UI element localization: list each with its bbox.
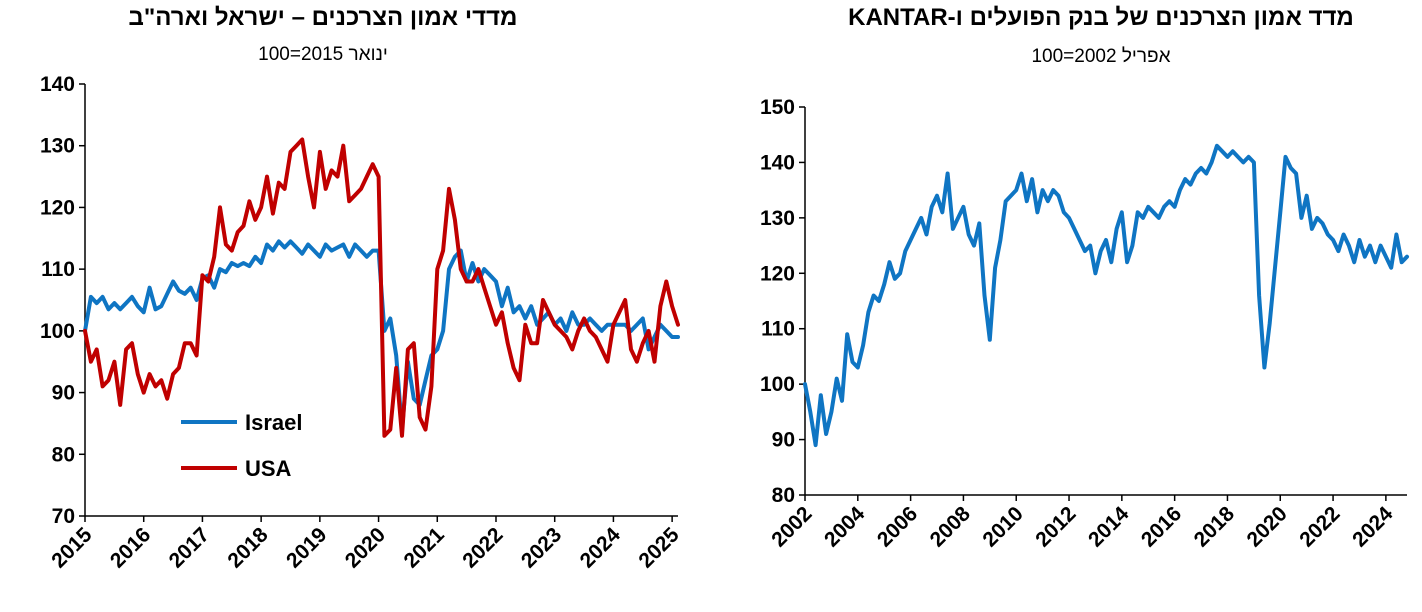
x-tick-label: 2025 [634, 523, 684, 573]
x-tick-label: 2021 [400, 523, 450, 573]
y-tick-label: 70 [52, 505, 75, 528]
x-tick-label: 2002 [767, 502, 816, 551]
y-tick-label: 80 [52, 443, 75, 466]
x-tick-label: 2008 [926, 502, 976, 552]
x-tick-label: 2012 [1031, 502, 1080, 551]
x-tick-label: 2018 [223, 523, 273, 573]
series-line-usa [83, 137, 680, 438]
y-tick-label: 110 [41, 258, 75, 281]
x-tick-label: 2019 [282, 523, 331, 572]
x-tick-label: 2022 [1295, 502, 1344, 551]
x-tick-label: 2014 [1084, 502, 1134, 552]
x-tick-label: 2023 [517, 523, 566, 572]
y-tick-label: 100 [760, 373, 795, 396]
y-tick-label: 130 [760, 207, 795, 230]
y-tick-label: 90 [52, 382, 75, 405]
x-tick-label: 2016 [1137, 502, 1186, 551]
y-tick-label: 130 [40, 135, 75, 158]
x-tick-label: 2022 [458, 523, 507, 572]
legend-label: Israel [245, 410, 303, 435]
x-tick-label: 2016 [106, 523, 155, 572]
x-tick-label: 2017 [165, 523, 214, 572]
y-tick-label: 120 [760, 262, 795, 285]
y-tick-label: 100 [40, 320, 75, 343]
x-tick-label: 2006 [873, 502, 922, 551]
x-tick-label: 2018 [1190, 502, 1240, 552]
chart-title: מדד אמון הצרכנים של בנק הפועלים ו-KANTAR [848, 4, 1354, 31]
x-tick-label: 2015 [47, 523, 97, 573]
israel-usa-confidence-chart: מדדי אמון הצרכנים – ישראל וארה"ב ינואר 2… [40, 4, 684, 573]
y-tick-label: 120 [40, 196, 75, 219]
chart-subtitle: ינואר 2015=100 [258, 44, 388, 65]
chart-title: מדדי אמון הצרכנים – ישראל וארה"ב [128, 4, 518, 31]
legend-label: USA [245, 456, 292, 481]
y-tick-label: 80 [772, 484, 795, 507]
chart-plot-area: 70 80 90 100 110 120 130 140 2015 2016 2017 2018 201… [40, 73, 684, 573]
x-tick-label: 2024 [576, 523, 626, 573]
hapoalim-kantar-confidence-chart: מדד אמון הצרכנים של בנק הפועלים ו-KANTAR… [711, 0, 1422, 612]
x-tick-label: 2004 [820, 502, 870, 552]
y-tick-label: 150 [760, 96, 795, 119]
y-tick-label: 110 [761, 318, 795, 341]
x-tick-label: 2010 [978, 502, 1027, 551]
y-tick-label: 140 [760, 151, 795, 174]
series-line [803, 143, 1409, 448]
x-tick-label: 2024 [1348, 502, 1398, 552]
y-tick-label: 90 [772, 429, 795, 452]
chart-subtitle: אפריל 2002=100 [1031, 46, 1171, 67]
y-tick-label: 140 [40, 73, 75, 96]
x-tick-label: 2020 [1243, 502, 1292, 551]
x-tick-label: 2020 [341, 523, 390, 572]
